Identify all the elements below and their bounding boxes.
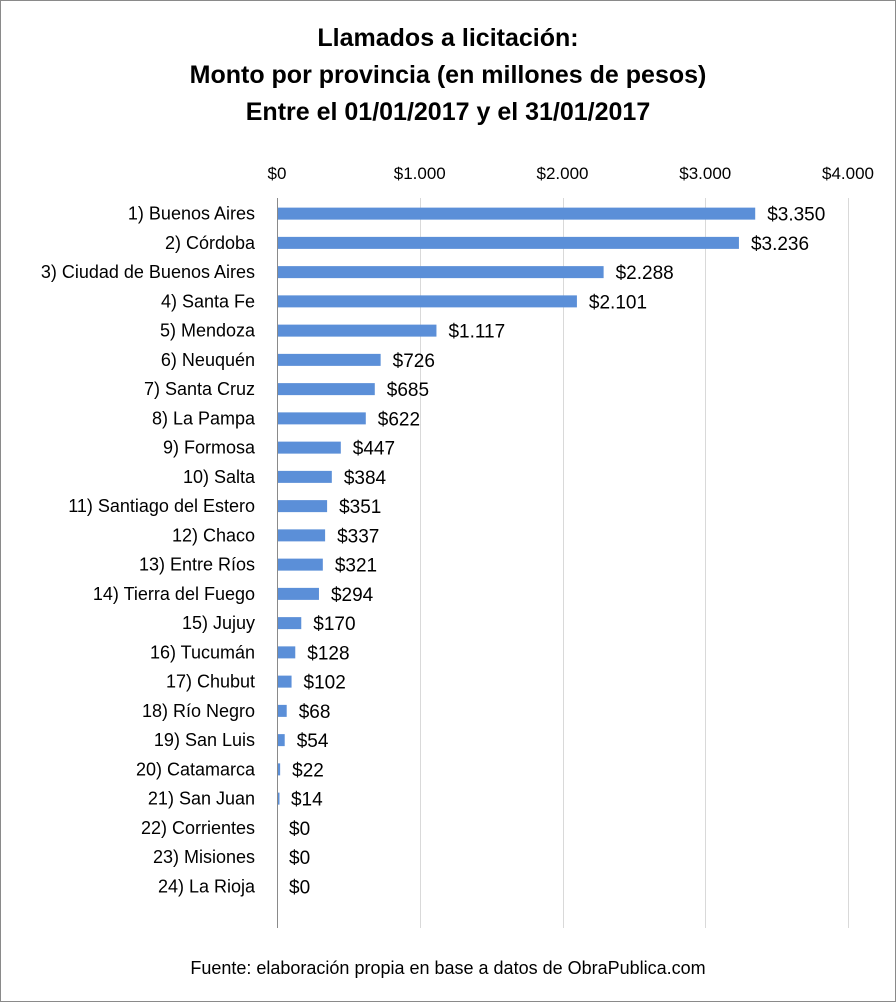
chart-title-line-2: Monto por provincia (en millones de peso… [189, 61, 707, 89]
bar [278, 207, 756, 220]
x-axis-ticks: $0 $1.000 $2.000 $3.000 $4.000 [268, 164, 874, 183]
data-label: $102 [304, 673, 346, 694]
chart-title: Llamados a licitación: Monto por provinc… [0, 20, 896, 131]
category-label: 2) Córdoba [165, 233, 256, 253]
category-label: 24) La Rioja [158, 876, 256, 896]
category-label: 4) Santa Fe [161, 291, 255, 311]
bar [278, 236, 739, 249]
bar [278, 353, 381, 366]
bar [278, 324, 437, 337]
chart-title-line-3: Entre el 01/01/2017 y el 31/01/2017 [245, 98, 651, 126]
data-label: $0 [289, 819, 310, 840]
category-label: 22) Corrientes [141, 818, 255, 838]
data-label: $128 [307, 643, 349, 664]
bar [278, 646, 296, 659]
data-label: $54 [297, 731, 329, 752]
category-label: 19) San Luis [154, 730, 255, 750]
data-label: $685 [387, 380, 429, 401]
bars [278, 207, 756, 805]
data-label: $726 [393, 351, 435, 372]
category-label: 8) La Pampa [152, 408, 256, 428]
bar [278, 383, 375, 396]
bar [278, 617, 302, 630]
data-label: $321 [335, 556, 377, 577]
data-label: $2.288 [616, 263, 674, 284]
chart-title-line-1: Llamados a licitación: [317, 24, 579, 52]
data-label: $384 [344, 468, 387, 489]
data-label: $294 [331, 585, 374, 606]
category-label: 1) Buenos Aires [128, 204, 255, 224]
category-label: 11) Santiago del Estero [68, 496, 255, 516]
bar [278, 295, 577, 308]
category-label: 20) Catamarca [136, 759, 256, 779]
bar [278, 266, 604, 279]
data-label: $22 [292, 760, 324, 781]
category-label: 6) Neuquén [161, 350, 255, 370]
bar [278, 587, 319, 600]
bar [278, 792, 280, 805]
category-label: 18) Río Negro [142, 701, 255, 721]
category-label: 15) Jujuy [182, 613, 255, 633]
category-label: 14) Tierra del Fuego [93, 584, 255, 604]
category-label: 21) San Juan [148, 789, 255, 809]
x-tick-label: $4.000 [822, 164, 874, 183]
category-label: 16) Tucumán [150, 642, 255, 662]
data-label: $622 [378, 409, 420, 430]
category-label: 23) Misiones [153, 847, 255, 867]
data-label: $0 [289, 848, 310, 869]
category-labels: 1) Buenos Aires 2) Córdoba 3) Ciudad de Bu… [41, 204, 256, 897]
grid-lines [277, 198, 849, 928]
category-label: 17) Chubut [166, 672, 255, 692]
data-label: $1.117 [448, 322, 505, 343]
data-label: $0 [289, 877, 310, 898]
data-label: $3.350 [767, 205, 825, 226]
category-label: 5) Mendoza [160, 321, 256, 341]
x-tick-label: $0 [268, 164, 287, 183]
x-tick-label: $3.000 [679, 164, 731, 183]
bar [278, 529, 326, 542]
bar [278, 734, 285, 747]
data-label: $337 [337, 526, 379, 547]
category-label: 9) Formosa [163, 438, 256, 458]
data-label: $170 [313, 614, 355, 635]
category-label: 3) Ciudad de Buenos Aires [41, 262, 255, 282]
category-label: 10) Salta [183, 467, 256, 487]
data-label: $2.101 [589, 292, 647, 313]
data-label: $68 [299, 702, 331, 723]
bar [278, 441, 341, 454]
x-tick-label: $1.000 [394, 164, 446, 183]
bar [278, 500, 328, 513]
data-label: $351 [339, 497, 381, 518]
bar [278, 470, 332, 483]
category-label: 12) Chaco [172, 525, 255, 545]
bar [278, 558, 323, 571]
data-labels: $3.350 $3.236 $2.288 $2.101 $1.117 $726 $685 $6… [289, 205, 825, 899]
bar [278, 704, 287, 717]
data-label: $447 [353, 439, 395, 460]
source-note: Fuente: elaboración propia en base a dat… [190, 958, 706, 978]
bar [278, 763, 281, 776]
category-label: 13) Entre Ríos [139, 555, 255, 575]
x-tick-label: $2.000 [537, 164, 589, 183]
bar [278, 675, 292, 688]
category-label: 7) Santa Cruz [144, 379, 255, 399]
data-label: $3.236 [751, 234, 809, 255]
data-label: $14 [291, 790, 323, 811]
bar [278, 412, 366, 425]
